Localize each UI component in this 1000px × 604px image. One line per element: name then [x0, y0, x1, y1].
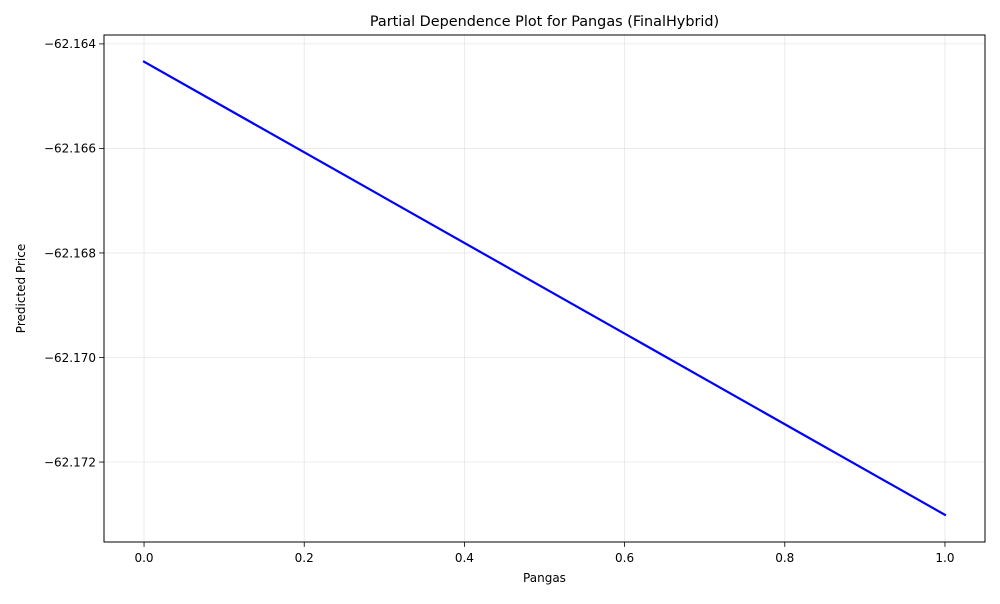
y-axis-label: Predicted Price: [14, 244, 28, 333]
y-tick-label: −62.166: [44, 142, 96, 156]
plot-frame: [103, 34, 986, 543]
series-line: [142, 60, 947, 517]
x-tick-label: 0.4: [455, 551, 474, 565]
y-tick-label: −62.170: [44, 351, 96, 365]
chart-title: Partial Dependence Plot for Pangas (Fina…: [370, 14, 719, 30]
y-axis-ticks: −62.164 −62.166 −62.168 −62.170 −62.172: [44, 37, 104, 469]
x-axis-ticks: 0.0 0.2 0.4 0.6 0.8 1.0: [134, 542, 955, 565]
x-tick-label: 0.2: [295, 551, 314, 565]
y-tick-label: −62.168: [44, 246, 96, 260]
x-tick-label: 0.8: [775, 551, 794, 565]
y-tick-label: −62.172: [44, 455, 96, 469]
series-layer: [142, 60, 947, 517]
x-tick-label: 0.6: [615, 551, 634, 565]
x-tick-label: 1.0: [935, 551, 954, 565]
x-axis-label: Pangas: [523, 571, 566, 585]
grid-layer: [104, 35, 985, 542]
y-tick-label: −62.164: [44, 37, 96, 51]
x-tick-label: 0.0: [134, 551, 153, 565]
